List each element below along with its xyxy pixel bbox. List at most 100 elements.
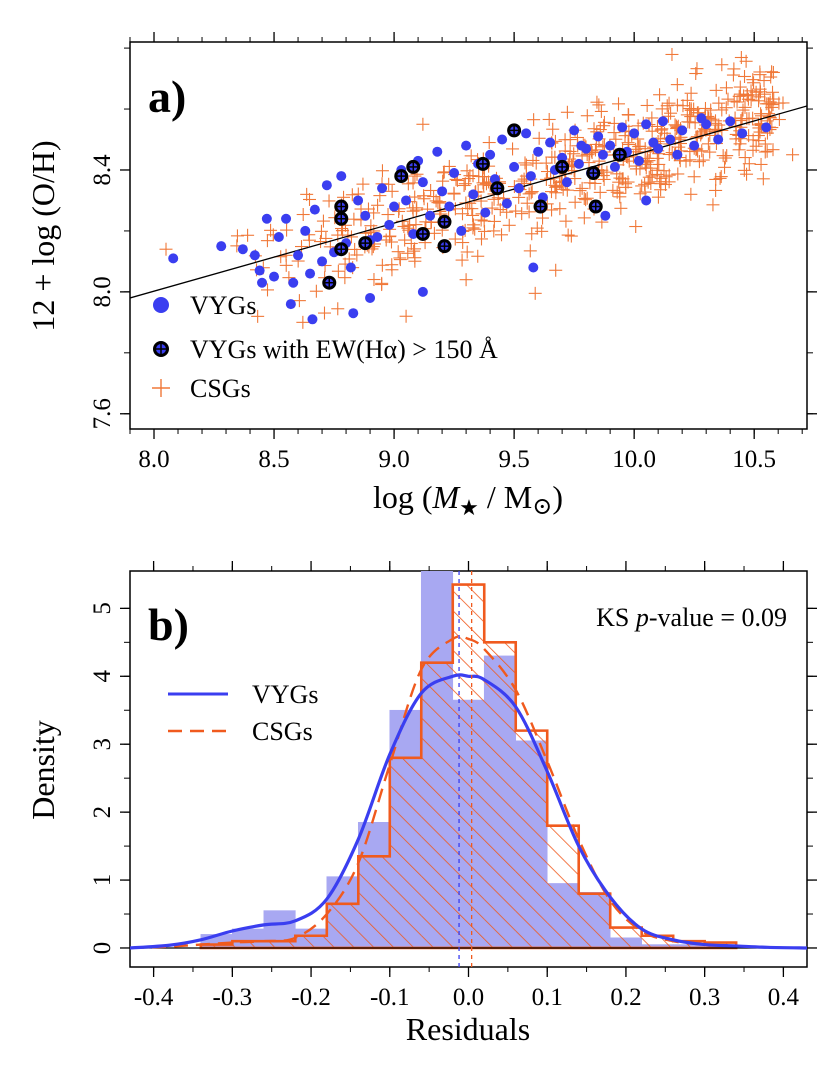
csg-point-367	[665, 47, 679, 61]
csg-point-564	[763, 95, 777, 109]
csg-point-272	[403, 218, 417, 232]
vyg-point-91	[696, 113, 707, 124]
csg-point-45	[457, 178, 471, 192]
vyg-point-22	[353, 195, 364, 206]
csg-point-66	[448, 232, 462, 246]
legend-b-vygs-label: VYGs	[252, 680, 318, 709]
csg-point-18	[629, 220, 643, 234]
vyg-point-34	[425, 210, 436, 221]
csg-point-594	[437, 165, 451, 179]
b-xtick-0: -0.4	[134, 984, 174, 1011]
vyg-point-48	[509, 161, 520, 172]
csg-bar-1	[232, 941, 264, 948]
csg-point-128	[331, 264, 345, 278]
csg-point-166	[600, 165, 614, 179]
csg-point-414	[495, 228, 509, 242]
csg-point-119	[548, 178, 562, 192]
csg-point-146	[582, 156, 596, 170]
csg-point-258	[664, 106, 678, 120]
csg-point-262	[549, 263, 563, 277]
csg-point-216	[294, 240, 308, 254]
panel-a-frame	[129, 41, 808, 430]
legend-vygs-label: VYGs	[190, 291, 256, 320]
csg-point-460	[639, 161, 653, 175]
csg-point-390	[612, 175, 626, 189]
csg-point-461	[559, 214, 573, 228]
csg-point-x5	[459, 273, 473, 287]
vyg-point-12	[293, 250, 304, 261]
csg-point-479	[475, 232, 489, 246]
csg-points	[159, 47, 800, 329]
b-xtick-4: 0.0	[453, 984, 484, 1011]
csg-point-191	[302, 233, 316, 247]
csg-point-233	[302, 192, 316, 206]
csg-point-474	[718, 160, 732, 174]
vyg-point-8	[273, 232, 284, 243]
csg-point-x3	[399, 309, 413, 323]
csg-point-417	[546, 122, 560, 136]
csg-histogram	[199, 583, 738, 950]
vyg-point-13	[300, 225, 311, 236]
a-xtick-4: 10.0	[612, 446, 656, 473]
vyg-point-35	[432, 146, 443, 157]
vyg-point-0	[168, 253, 179, 264]
csg-point-202	[544, 185, 558, 199]
csg-point-404	[506, 142, 520, 156]
csg-point-573	[683, 153, 697, 167]
csg-point-312	[300, 187, 314, 201]
csg-point-44	[436, 174, 450, 188]
csg-point-570	[553, 202, 567, 216]
panel-b-legend: VYGs CSGs	[168, 680, 318, 746]
csg-point-371	[466, 208, 480, 222]
csg-point-47	[661, 109, 675, 123]
csg-bar-7	[421, 662, 453, 948]
csg-point-423	[754, 157, 768, 171]
csg-point-400	[633, 187, 647, 201]
csg-point-31	[455, 207, 469, 221]
csg-point-167	[442, 159, 456, 173]
vyg-point-51	[525, 171, 536, 182]
csg-point-78	[719, 81, 733, 95]
vyg-point-77	[689, 140, 700, 151]
vyg-point-68	[629, 128, 640, 139]
csg-point-296	[594, 104, 608, 118]
csg-point-521	[622, 108, 636, 122]
csg-point-157	[458, 177, 472, 191]
vyg-point-15	[309, 204, 320, 215]
csg-point-132	[714, 170, 728, 184]
vyg-point-21	[345, 262, 356, 273]
csg-point-40	[345, 188, 359, 202]
csg-point-103	[573, 184, 587, 198]
csg-point-542	[447, 186, 461, 200]
csg-point-565	[314, 224, 328, 238]
csg-point-333	[525, 185, 539, 199]
csg-point-324	[712, 96, 726, 110]
csg-point-472	[350, 248, 364, 262]
csg-bar-3	[295, 935, 327, 948]
vyg-ew-point-13	[533, 199, 548, 214]
csg-point-541	[721, 92, 735, 106]
csg-point-254	[738, 69, 752, 83]
csg-point-98	[542, 112, 556, 126]
vyg-point-80	[725, 116, 736, 127]
csg-point-613	[720, 149, 734, 163]
csg-point-183	[727, 94, 741, 108]
ks-annotation: KS p-value = 0.09	[596, 603, 787, 632]
csg-point-46	[474, 213, 488, 227]
vyg-point-87	[528, 262, 539, 273]
vyg-point-50	[521, 128, 532, 139]
vyg-point-31	[408, 228, 419, 239]
csg-point-x6	[752, 90, 766, 104]
vyg-point-88	[576, 140, 587, 151]
csg-point-35	[509, 204, 523, 218]
csg-point-363	[593, 185, 607, 199]
csg-point-310	[401, 221, 415, 235]
csg-point-x4	[416, 117, 430, 131]
csg-point-487	[641, 175, 655, 189]
legend-b-csgs-label: CSGs	[252, 717, 313, 746]
fit-line-path	[130, 105, 807, 299]
csg-bar-5	[358, 856, 390, 948]
csg-point-25	[612, 97, 626, 111]
kde-curves	[130, 635, 807, 950]
csg-point-531	[309, 284, 323, 298]
